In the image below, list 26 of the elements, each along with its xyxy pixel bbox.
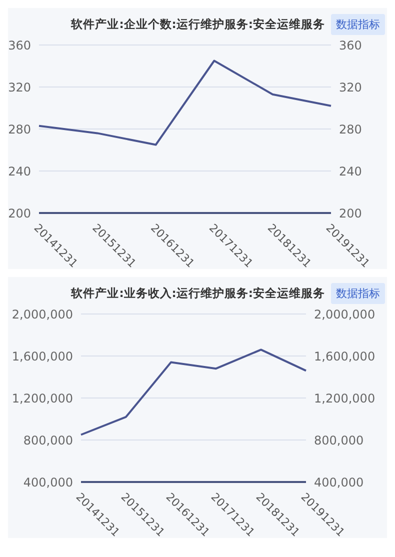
chart-title: 软件产业:业务收入:运行维护服务:安全运维服务 xyxy=(71,286,325,301)
chart-title: 软件产业:企业个数:运行维护服务:安全运维服务 xyxy=(71,17,325,32)
y2-tick-label: 320 xyxy=(339,80,362,94)
y-tick-label: 400,000 xyxy=(23,475,73,490)
y2-tick-label: 240 xyxy=(339,164,362,178)
y2-tick-label: 800,000 xyxy=(314,433,364,448)
y-tick-label: 1,600,000 xyxy=(12,349,73,364)
y-tick-label: 240 xyxy=(8,164,31,178)
y2-tick-label: 280 xyxy=(339,122,362,136)
y2-tick-label: 400,000 xyxy=(314,475,364,490)
y2-tick-label: 200 xyxy=(339,206,362,220)
y-tick-label: 280 xyxy=(8,122,31,136)
y-tick-label: 360 xyxy=(8,38,31,52)
line-series xyxy=(38,60,332,146)
y2-tick-label: 360 xyxy=(339,38,362,52)
text: 数据指标 xyxy=(331,283,385,304)
y2-tick-label: 2,000,000 xyxy=(314,307,376,322)
y-tick-label: 1,200,000 xyxy=(12,391,73,406)
y2-tick-label: 1,200,000 xyxy=(314,391,376,406)
y-tick-label: 2,000,000 xyxy=(12,307,73,322)
line-series xyxy=(80,348,307,436)
y-tick-label: 800,000 xyxy=(23,433,73,448)
y2-tick-label: 1,600,000 xyxy=(314,349,376,364)
text: 数据指标 xyxy=(331,14,385,35)
y-tick-label: 200 xyxy=(8,206,31,220)
y-tick-label: 320 xyxy=(8,80,31,94)
